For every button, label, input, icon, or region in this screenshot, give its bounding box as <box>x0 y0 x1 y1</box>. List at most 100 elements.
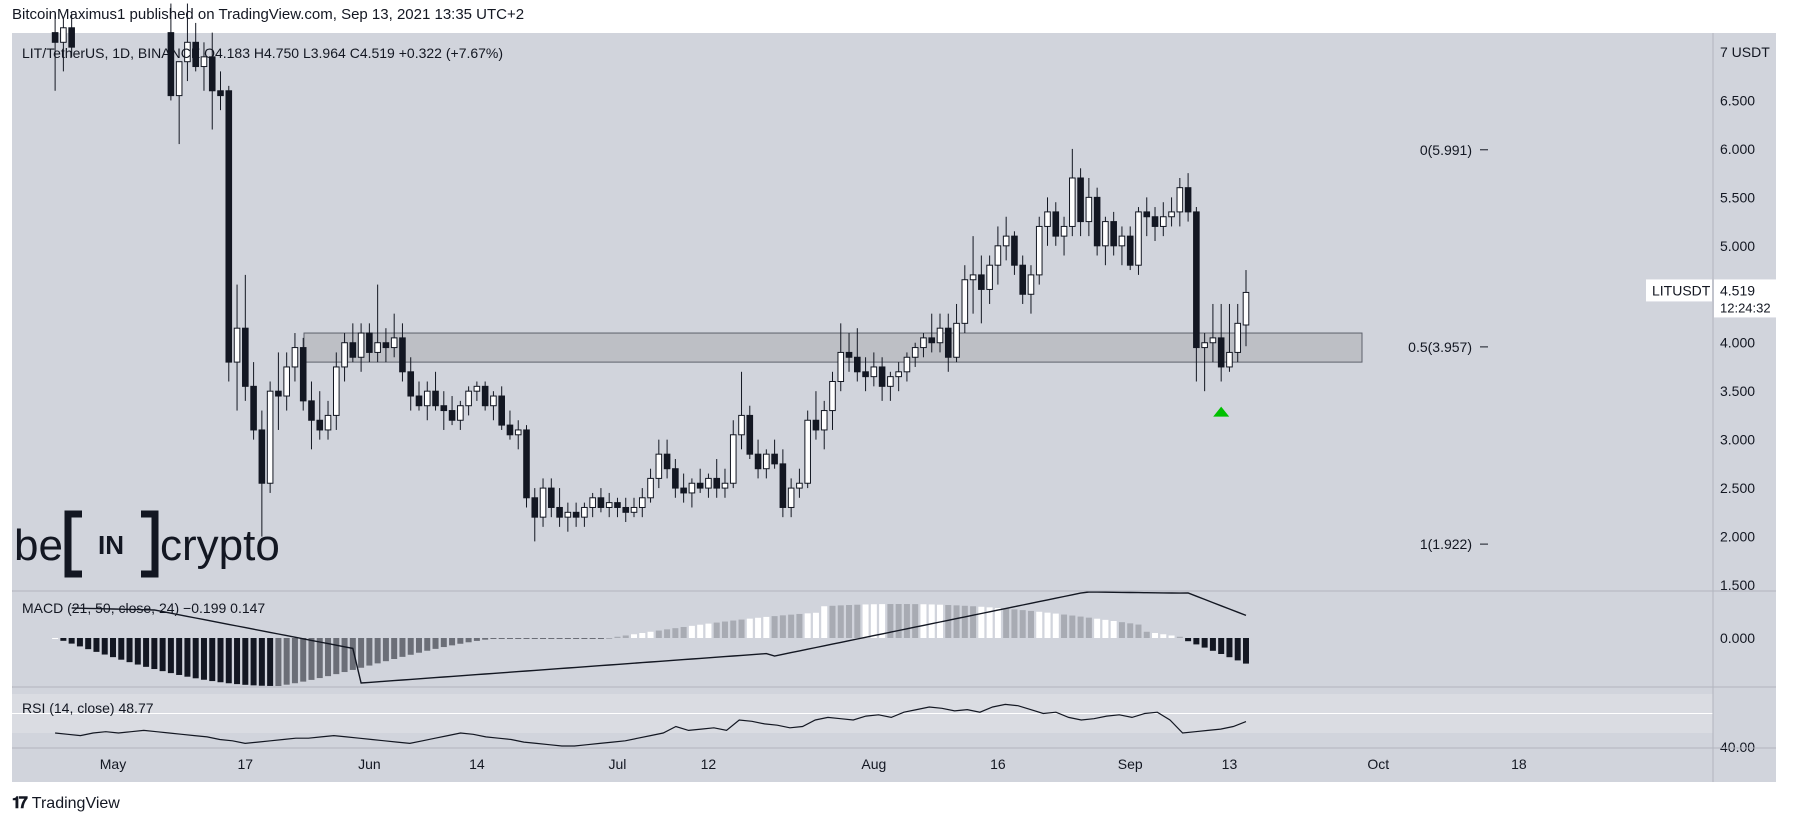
candle <box>729 420 737 489</box>
candle-down <box>854 356 861 373</box>
candle-up <box>647 477 654 499</box>
candle-down <box>258 429 266 484</box>
macd-histogram-bar <box>746 618 753 638</box>
candle <box>589 492 596 518</box>
macd-histogram-bar <box>291 638 298 684</box>
candle <box>481 381 489 411</box>
candle <box>820 400 828 450</box>
candle <box>465 386 472 416</box>
candle <box>1135 207 1142 275</box>
macd-histogram-bar <box>771 616 778 638</box>
tradingview-brand: TradingView <box>31 795 120 812</box>
candle-down <box>440 405 448 412</box>
candle <box>1151 207 1159 241</box>
candle <box>647 468 654 503</box>
price-tag-countdown: 12:24:32 <box>1720 300 1771 315</box>
legend-value: 3.964 <box>311 45 350 61</box>
candle-up <box>60 27 67 43</box>
macd-histogram-bar <box>258 638 265 686</box>
candle-up <box>1159 216 1167 227</box>
macd-histogram-bar <box>1152 633 1159 638</box>
candle <box>390 313 398 358</box>
candle <box>622 497 630 523</box>
candle <box>978 255 985 324</box>
macd-histogram-bar <box>812 612 819 638</box>
candle-up <box>630 506 638 513</box>
macd-histogram-bar <box>606 638 613 639</box>
macd-histogram-bar <box>920 604 927 638</box>
candle-down <box>928 337 936 344</box>
candle <box>920 333 927 358</box>
candle-up <box>1102 221 1109 247</box>
macd-histogram-bar <box>1085 617 1092 638</box>
candle <box>250 362 257 440</box>
candle-up <box>324 414 332 431</box>
macd-histogram-bar <box>953 605 960 638</box>
candle-down <box>242 327 249 387</box>
watermark-be: be <box>14 521 63 570</box>
macd-histogram-bar <box>110 638 116 658</box>
time-tick-label: 16 <box>990 756 1006 772</box>
candle-down <box>250 385 257 431</box>
macd-histogram-bar <box>457 638 464 644</box>
candle <box>266 381 274 493</box>
candle-up <box>1085 196 1093 223</box>
time-tick-label: Jul <box>609 756 627 772</box>
candle <box>374 284 381 363</box>
candle-down <box>1151 216 1159 227</box>
macd-histogram-bar <box>1201 638 1208 648</box>
candle <box>208 32 216 130</box>
candle <box>1126 226 1134 271</box>
candle-up <box>969 274 977 281</box>
candle-up <box>804 419 811 484</box>
candle <box>1052 202 1060 246</box>
candle <box>316 391 324 440</box>
candle <box>299 337 307 411</box>
candle <box>928 313 936 353</box>
candle <box>440 391 448 430</box>
candle-up <box>953 322 960 358</box>
candle <box>1060 216 1068 256</box>
macd-axis-label: 0.000 <box>1720 630 1755 646</box>
macd-histogram-bar <box>1036 611 1043 638</box>
macd-histogram-bar <box>283 638 290 685</box>
candle <box>944 313 952 372</box>
watermark-bracket-left <box>64 510 82 578</box>
candle-up <box>796 482 803 489</box>
macd-histogram-bar <box>564 638 571 639</box>
candle-up <box>423 390 431 407</box>
candle <box>581 502 588 527</box>
candle-down <box>680 487 687 494</box>
macd-histogram-bar <box>821 606 828 638</box>
candle-up <box>457 405 464 421</box>
candle <box>184 3 191 82</box>
candle-up <box>1060 225 1068 237</box>
candle <box>167 3 175 101</box>
candle-up <box>903 356 911 373</box>
macd-histogram-bar <box>1242 638 1249 664</box>
price-tick-label: 2.500 <box>1720 480 1755 496</box>
tradingview-logo[interactable]: 𝟏𝟕 TradingView <box>12 795 120 813</box>
candle-down <box>275 390 282 397</box>
macd-histogram-bar <box>118 638 125 660</box>
candle <box>308 381 315 450</box>
macd-histogram-bar <box>895 604 902 638</box>
candle-down <box>878 366 886 387</box>
price-tick-label: 5.500 <box>1720 189 1755 205</box>
macd-histogram-bar <box>1218 638 1225 654</box>
macd-histogram-bar <box>986 607 993 638</box>
macd-histogram-bar <box>1019 610 1026 638</box>
candle-up <box>175 61 183 97</box>
macd-histogram-bar <box>540 638 547 639</box>
macd-histogram-bar <box>325 638 332 677</box>
candle-up <box>1035 225 1043 276</box>
candle <box>60 18 67 72</box>
candle <box>291 333 299 382</box>
candle-up <box>283 366 290 397</box>
candle <box>523 425 530 508</box>
macd-histogram-bar <box>903 604 910 638</box>
candle <box>829 371 836 430</box>
candle <box>1085 177 1093 237</box>
candle <box>572 502 580 527</box>
